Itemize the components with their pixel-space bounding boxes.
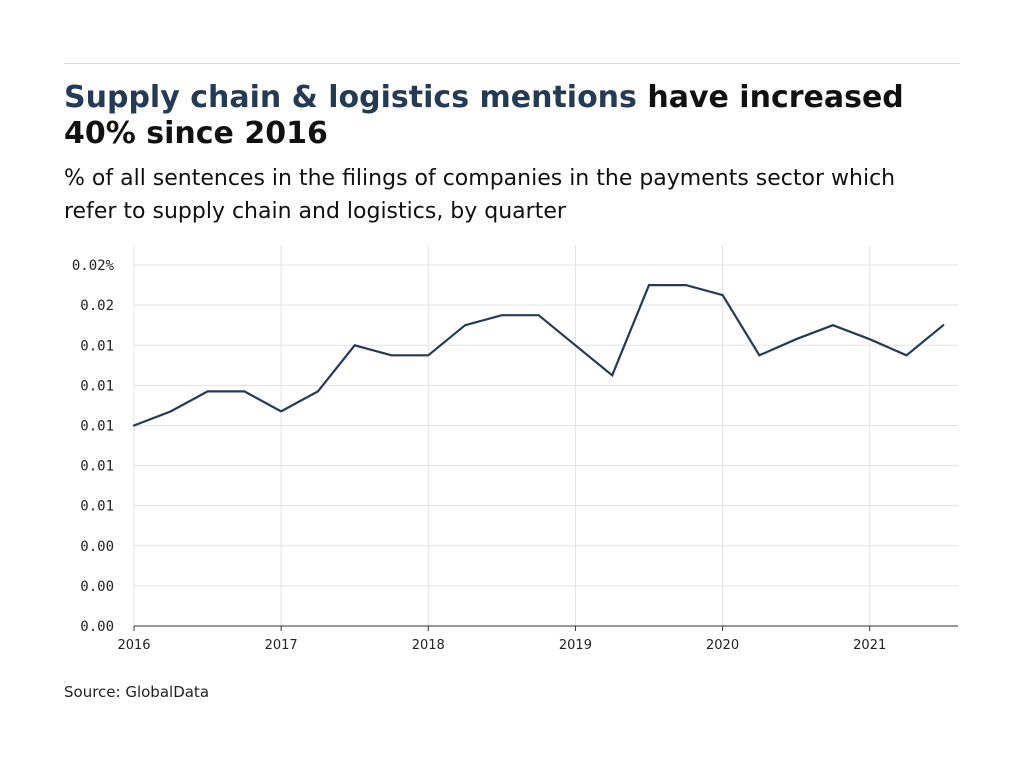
y-tick-label: 0.01 (80, 499, 114, 515)
y-tick-label: 0.01 (80, 459, 114, 475)
x-tick-label: 2017 (265, 638, 298, 653)
x-tick-label: 2016 (117, 638, 150, 653)
x-axis-labels: 2016 2017 2018 2019 2020 2021 (117, 638, 886, 653)
source-note: Source: GlobalData (64, 683, 210, 701)
series-group (132, 284, 945, 427)
chart-subtitle: % of all sentences in the filings of com… (64, 166, 896, 224)
y-tick-label: 0.02% (72, 258, 115, 274)
series-line (132, 284, 945, 427)
y-tick-label: 0.00 (80, 579, 114, 595)
y-tick-label: 0.01 (80, 338, 114, 354)
y-axis-labels: 0.00 0.00 0.00 0.01 0.01 0.01 0.01 0.01 0.02 0.02… (72, 258, 115, 635)
title-rest: have increased 40% since 2016 (64, 80, 904, 151)
x-gridlines (133, 245, 871, 631)
chart-title: Supply chain & logistics mentions have i… (64, 80, 954, 152)
y-tick-label: 0.01 (80, 418, 114, 434)
y-tick-label: 0.00 (80, 619, 114, 635)
y-tick-label: 0.01 (80, 378, 114, 394)
y-tick-label: 0.02 (80, 298, 114, 314)
x-tick-label: 2019 (559, 638, 592, 653)
x-tick-label: 2020 (706, 638, 739, 653)
y-gridlines (134, 264, 958, 587)
x-tick-label: 2021 (853, 638, 886, 653)
y-tick-label: 0.00 (80, 539, 114, 555)
x-tick-label: 2018 (412, 638, 445, 653)
title-highlight: Supply chain & logistics mentions (64, 80, 637, 115)
top-divider (64, 63, 960, 64)
